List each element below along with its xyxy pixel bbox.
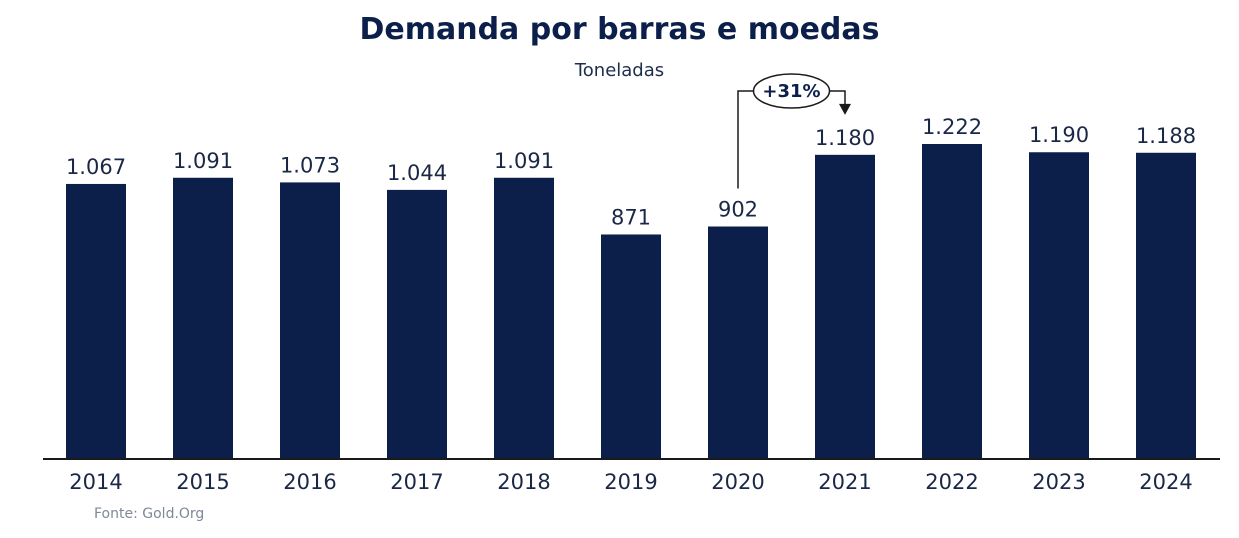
- x-tick-2018: 2018: [497, 470, 550, 494]
- value-label-2018: 1.091: [494, 149, 554, 173]
- x-tick-2023: 2023: [1032, 470, 1085, 494]
- callout-bubble: [752, 73, 831, 109]
- x-tick-2015: 2015: [176, 470, 229, 494]
- x-tick-labels-layer: 2014 2015 2016 2017 2018 2019 2020 2021 2022 2023…: [69, 470, 1192, 494]
- bar-2018: [494, 177, 554, 459]
- callout-label: +31%: [762, 81, 820, 102]
- value-label-2023: 1.190: [1029, 123, 1089, 147]
- x-tick-2019: 2019: [604, 470, 657, 494]
- x-tick-2017: 2017: [390, 470, 443, 494]
- bar-2021: [815, 154, 875, 459]
- bar-2022: [922, 144, 982, 459]
- value-label-2019: 871: [611, 205, 651, 229]
- value-labels-layer: 1.067 1.091 1.073 1.044 1.091 871 902 1.180 1.22…: [66, 115, 1196, 229]
- x-tick-2024: 2024: [1139, 470, 1192, 494]
- bar-2023: [1029, 152, 1089, 459]
- value-label-2015: 1.091: [173, 149, 233, 173]
- x-tick-2021: 2021: [818, 470, 871, 494]
- bars-layer: [66, 144, 1196, 460]
- value-label-2016: 1.073: [280, 153, 340, 177]
- growth-callout: +31%: [737, 73, 851, 189]
- source-note: Fonte: Gold.Org: [94, 506, 205, 522]
- value-label-2020: 902: [718, 197, 758, 221]
- x-tick-2016: 2016: [283, 470, 336, 494]
- bar-2024: [1136, 152, 1196, 459]
- x-tick-2022: 2022: [925, 470, 978, 494]
- bar-2020: [708, 226, 768, 459]
- chart-subtitle: Toneladas: [574, 60, 665, 81]
- value-label-2021: 1.180: [815, 126, 875, 150]
- x-tick-2020: 2020: [711, 470, 764, 494]
- bar-2014: [66, 183, 126, 459]
- bar-2019: [601, 234, 661, 459]
- bar-2017: [387, 189, 447, 460]
- bar-2015: [173, 177, 233, 459]
- chart-title: Demanda por barras e moedas: [359, 12, 880, 47]
- x-tick-2014: 2014: [69, 470, 122, 494]
- value-label-2014: 1.067: [66, 155, 126, 179]
- callout-arrow-icon: [839, 103, 851, 115]
- bar-2016: [280, 182, 340, 460]
- value-label-2024: 1.188: [1136, 124, 1196, 148]
- value-label-2017: 1.044: [387, 161, 447, 185]
- value-label-2022: 1.222: [922, 115, 982, 139]
